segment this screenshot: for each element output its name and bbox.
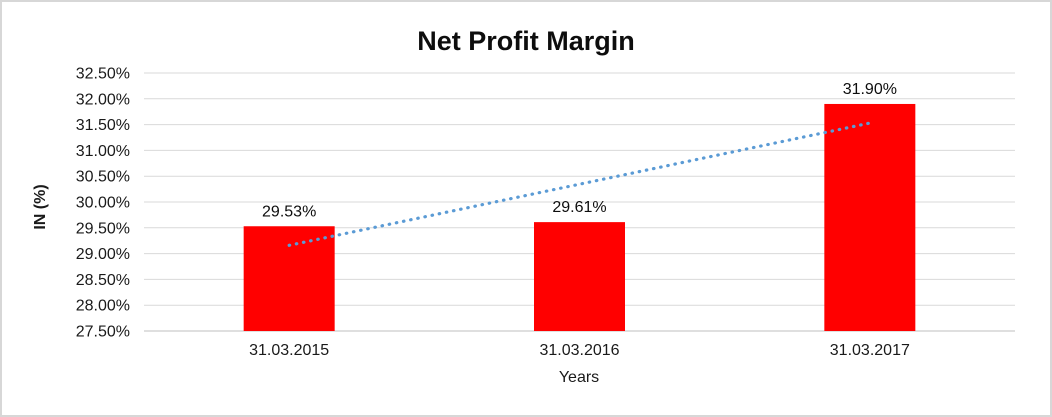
bars bbox=[243, 103, 916, 332]
x-tick-labels: 31.03.2015 31.03.2016 31.03.2017 bbox=[249, 342, 910, 359]
bar bbox=[824, 103, 916, 332]
x-axis-title: Years bbox=[558, 369, 600, 386]
y-tick-label: 28.00% bbox=[76, 298, 130, 315]
y-tick-label: 32.00% bbox=[76, 91, 130, 108]
data-label: 29.53% bbox=[262, 203, 316, 220]
y-tick-label: 29.00% bbox=[76, 246, 130, 263]
bar bbox=[243, 226, 335, 331]
y-tick-label: 28.50% bbox=[76, 272, 130, 289]
x-tick-label: 31.03.2017 bbox=[830, 342, 910, 359]
y-tick-label: 32.50% bbox=[76, 66, 130, 83]
data-labels: 29.53% 29.61% 31.90% bbox=[262, 81, 897, 220]
x-tick-label: 31.03.2016 bbox=[539, 342, 619, 359]
y-tick-label: 31.00% bbox=[76, 143, 130, 160]
data-label: 31.90% bbox=[843, 81, 897, 98]
data-label: 29.61% bbox=[552, 199, 606, 216]
y-tick-label: 29.50% bbox=[76, 220, 130, 237]
chart-title: Net Profit Margin bbox=[417, 26, 635, 56]
y-tick-label: 30.50% bbox=[76, 169, 130, 186]
bar bbox=[534, 222, 625, 331]
y-tick-label: 30.00% bbox=[76, 195, 130, 212]
x-tick-label: 31.03.2015 bbox=[249, 342, 329, 359]
y-tick-label: 31.50% bbox=[76, 117, 130, 134]
y-tick-label: 27.50% bbox=[76, 324, 130, 341]
y-tick-labels: 27.50% 28.00% 28.50% 29.00% 29.50% 30.00% 30.5… bbox=[76, 66, 130, 341]
